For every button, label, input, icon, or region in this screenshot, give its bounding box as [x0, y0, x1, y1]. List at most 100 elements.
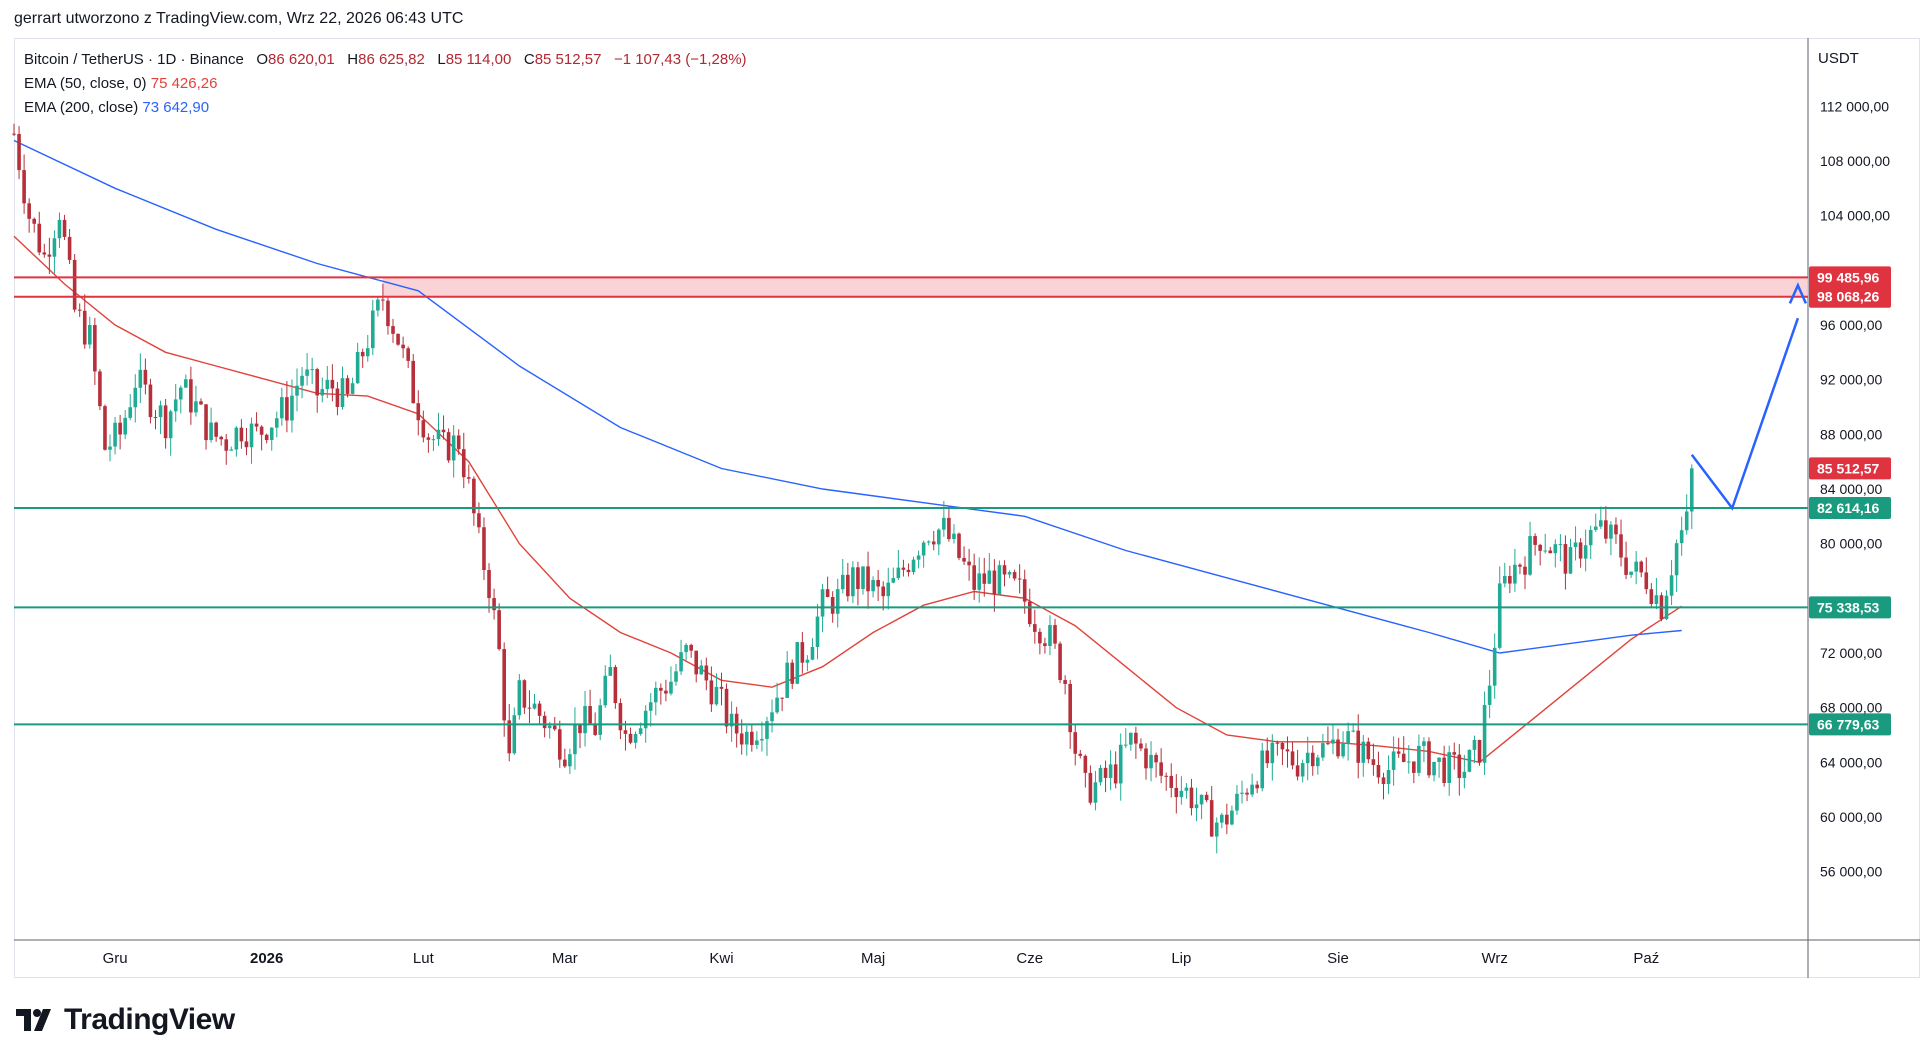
symbol-label[interactable]: Bitcoin / TetherUS · 1D · Binance	[24, 51, 244, 68]
candle-body[interactable]	[1452, 752, 1457, 755]
candle-body[interactable]	[1467, 749, 1472, 772]
candle-body[interactable]	[1477, 739, 1482, 763]
candle-body[interactable]	[17, 134, 21, 171]
candle-body[interactable]	[1371, 759, 1376, 765]
candle-body[interactable]	[785, 662, 789, 698]
candle-body[interactable]	[1103, 767, 1108, 778]
candle-body[interactable]	[1275, 742, 1280, 744]
candle-body[interactable]	[1669, 575, 1674, 596]
candle-body[interactable]	[371, 310, 375, 349]
candle-body[interactable]	[42, 252, 47, 255]
candle-body[interactable]	[684, 644, 688, 653]
candle-body[interactable]	[527, 707, 532, 709]
candle-body[interactable]	[1639, 561, 1644, 573]
candle-body[interactable]	[1230, 810, 1234, 825]
candle-body[interactable]	[1088, 772, 1093, 803]
candle-body[interactable]	[679, 652, 683, 672]
candle-body[interactable]	[224, 439, 229, 451]
candle-body[interactable]	[1043, 643, 1047, 647]
candle-body[interactable]	[360, 351, 365, 357]
candle-body[interactable]	[936, 529, 941, 545]
candle-body[interactable]	[846, 574, 850, 597]
candle-body[interactable]	[1558, 544, 1563, 546]
candle-body[interactable]	[795, 642, 800, 684]
candle-body[interactable]	[1644, 572, 1649, 590]
candle-body[interactable]	[1295, 765, 1300, 777]
candle-body[interactable]	[1134, 732, 1138, 744]
candle-body[interactable]	[204, 404, 208, 441]
candle-body[interactable]	[1599, 520, 1603, 527]
candle-body[interactable]	[391, 326, 395, 334]
candle-body[interactable]	[133, 387, 138, 408]
candle-body[interactable]	[699, 665, 704, 675]
candle-body[interactable]	[315, 369, 320, 396]
candle-body[interactable]	[1401, 753, 1406, 762]
candle-body[interactable]	[1073, 732, 1078, 754]
candle-body[interactable]	[320, 389, 325, 396]
candle-body[interactable]	[805, 659, 810, 663]
candle-body[interactable]	[507, 720, 512, 754]
candle-body[interactable]	[906, 569, 911, 573]
candle-body[interactable]	[992, 570, 997, 595]
candle-body[interactable]	[780, 697, 784, 699]
projection-path[interactable]	[1690, 317, 1800, 511]
candle-body[interactable]	[128, 407, 133, 418]
candle-body[interactable]	[416, 403, 421, 421]
candle-body[interactable]	[436, 429, 441, 440]
candle-body[interactable]	[583, 706, 587, 734]
candle-body[interactable]	[744, 731, 749, 745]
candle-body[interactable]	[82, 310, 87, 345]
candle-body[interactable]	[209, 422, 213, 441]
candle-body[interactable]	[1204, 794, 1209, 801]
candle-body[interactable]	[689, 644, 693, 651]
candle-body[interactable]	[648, 702, 653, 711]
candle-body[interactable]	[1381, 777, 1386, 785]
candle-body[interactable]	[1321, 743, 1325, 758]
candle-body[interactable]	[820, 589, 825, 617]
candle-body[interactable]	[123, 417, 127, 435]
candle-body[interactable]	[325, 379, 330, 390]
candle-body[interactable]	[1427, 741, 1431, 776]
candle-body[interactable]	[1012, 572, 1017, 579]
candle-body[interactable]	[775, 697, 779, 713]
candle-body[interactable]	[345, 378, 350, 394]
candle-body[interactable]	[1265, 750, 1270, 764]
candle-body[interactable]	[492, 598, 496, 611]
candle-body[interactable]	[1609, 524, 1613, 539]
candle-body[interactable]	[1108, 764, 1113, 778]
candle-body[interactable]	[274, 418, 279, 428]
candle-body[interactable]	[997, 565, 1002, 595]
candle-body[interactable]	[1305, 752, 1310, 764]
candle-body[interactable]	[1063, 680, 1067, 684]
candle-body[interactable]	[1553, 544, 1558, 554]
ema50-row[interactable]: EMA (50, close, 0) 75 426,26	[24, 72, 747, 96]
candle-body[interactable]	[739, 733, 744, 745]
candle-body[interactable]	[269, 427, 274, 441]
candle-body[interactable]	[1563, 544, 1568, 574]
candle-body[interactable]	[790, 662, 795, 684]
candle-body[interactable]	[1038, 631, 1042, 644]
candle-body[interactable]	[502, 649, 506, 721]
candle-body[interactable]	[891, 578, 896, 583]
candle-body[interactable]	[1583, 545, 1588, 559]
candle-body[interactable]	[199, 401, 203, 405]
candle-body[interactable]	[163, 405, 168, 439]
candle-body[interactable]	[830, 596, 835, 614]
candle-body[interactable]	[482, 527, 486, 571]
candle-body[interactable]	[931, 541, 936, 545]
candle-body[interactable]	[37, 223, 42, 253]
candle-body[interactable]	[633, 733, 638, 743]
candle-body[interactable]	[765, 721, 769, 739]
candle-body[interactable]	[1689, 468, 1694, 512]
candle-body[interactable]	[1523, 566, 1527, 575]
candle-body[interactable]	[896, 567, 901, 579]
candle-body[interactable]	[1053, 625, 1057, 644]
candle-body[interactable]	[244, 441, 249, 448]
candle-body[interactable]	[108, 446, 112, 450]
candle-body[interactable]	[694, 650, 699, 675]
candle-body[interactable]	[1007, 572, 1012, 575]
candle-body[interactable]	[1184, 787, 1189, 791]
candle-body[interactable]	[1002, 565, 1007, 575]
candle-body[interactable]	[401, 344, 405, 349]
candle-body[interactable]	[1447, 752, 1451, 783]
